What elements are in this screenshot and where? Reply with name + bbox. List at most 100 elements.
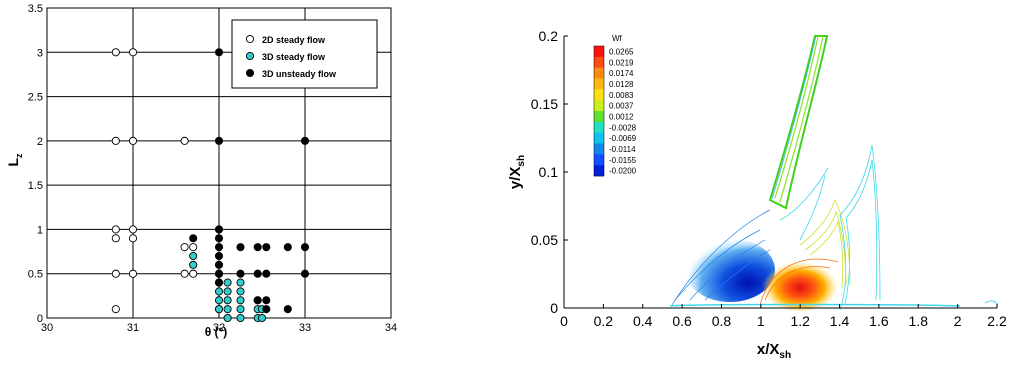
data-point-3d-unsteady-flow [262, 296, 271, 305]
colorbar-level-label: 0.0128 [609, 80, 634, 89]
shock-beam-edge [771, 35, 817, 200]
legend-marker [245, 34, 255, 44]
data-point-2d-steady-flow [111, 136, 120, 145]
data-point-2d-steady-flow [128, 48, 138, 57]
colorbar-legend: Wf 0.0265 0.0219 0.0174 0.0128 0.0083 0.00370… [593, 34, 637, 177]
data-point-3d-unsteady-flow [262, 269, 271, 278]
colorbar-level-label: -0.0069 [609, 134, 637, 143]
data-point-2d-steady-flow [111, 225, 120, 234]
right-x-axis-label-sub: sh [779, 350, 791, 361]
shock-beam-inner [774, 35, 824, 203]
data-point-3d-unsteady-flow [214, 234, 224, 243]
left-y-tick-label: 2 [37, 136, 43, 148]
data-point-3d-unsteady-flow [283, 243, 292, 252]
colorbar-frame [593, 45, 605, 177]
data-point-3d-unsteady-flow [214, 48, 224, 57]
data-point-3d-steady-flow [223, 278, 232, 287]
yellow-contours [799, 198, 851, 289]
data-point-3d-steady-flow [236, 305, 245, 314]
data-point-3d-steady-flow [223, 305, 232, 314]
data-point-3d-unsteady-flow [214, 251, 224, 261]
left-x-tick-label: 34 [385, 322, 397, 334]
right-y-tick-label: 0.1 [539, 164, 559, 180]
left-y-tick-label: 3.5 [28, 3, 43, 15]
right-y-axis-label-main: y/X [507, 167, 524, 190]
blue-contours [671, 209, 771, 306]
right-y-tick-label: 0 [550, 300, 558, 316]
blue-separation-region [685, 238, 775, 302]
data-point-3d-unsteady-flow [214, 136, 224, 145]
colorbar-swatch [594, 154, 604, 166]
left-x-tick-label: 30 [41, 322, 53, 334]
right-x-tick-label: 2 [954, 313, 962, 329]
data-point-3d-unsteady-flow [253, 243, 262, 252]
data-point-3d-unsteady-flow [189, 234, 198, 243]
left-x-tick-label: 32 [213, 322, 225, 334]
right-x-tick-label: 0.2 [594, 313, 614, 329]
colorbar-level-label: 0.0265 [609, 47, 634, 56]
colorbar-swatch [594, 111, 604, 123]
left-x-ticks: 30 31 32 33 34 [41, 322, 397, 334]
contour-field [669, 35, 999, 311]
data-point-2d-steady-flow [189, 269, 198, 278]
cyan-contours [779, 144, 881, 311]
right-x-axis-label: x/Xsh [757, 341, 791, 361]
left-y-tick-label: 3 [37, 47, 43, 59]
data-point-2d-steady-flow [111, 48, 120, 57]
left-y-tick-label: 0 [37, 313, 43, 325]
colorbar-level-label: -0.0114 [609, 145, 636, 154]
right-x-tick-label: 1.8 [909, 313, 929, 329]
data-point-3d-unsteady-flow [262, 305, 271, 314]
data-point-3d-unsteady-flow [253, 296, 262, 305]
data-point-3d-steady-flow [189, 251, 198, 261]
colorbar-level-label: 0.0219 [609, 58, 634, 67]
red-reattachment-region [762, 259, 838, 311]
right-x-tick-label: 1.2 [790, 313, 810, 329]
colorbar-swatch [594, 56, 604, 68]
colorbar-level-label: 0.0083 [609, 91, 634, 100]
left-x-tick-label: 33 [299, 322, 311, 334]
svg-text:x/Xsh: x/Xsh [757, 341, 791, 361]
data-point-3d-unsteady-flow [300, 136, 310, 145]
colorbar-swatch [594, 100, 604, 112]
left-data-points [111, 48, 310, 323]
right-x-ticks: 0 0.2 0.4 0.6 0.8 1 1.2 1.4 1.6 1.8 2 2.2 [560, 304, 1007, 329]
colorbar-swatch [594, 46, 604, 58]
data-point-3d-steady-flow [236, 278, 245, 287]
data-point-3d-unsteady-flow [236, 243, 245, 252]
svg-text:y/Xsh: y/Xsh [507, 155, 527, 189]
colorbar-swatch [594, 67, 604, 79]
data-point-3d-steady-flow [223, 287, 232, 296]
left-y-tick-label: 0.5 [28, 269, 43, 281]
data-point-2d-steady-flow [180, 136, 189, 145]
left-x-tick-label: 31 [127, 322, 139, 334]
colorbar-swatch [594, 78, 604, 90]
data-point-3d-unsteady-flow [214, 260, 224, 269]
right-x-tick-label: 2.2 [987, 313, 1007, 329]
data-point-3d-unsteady-flow [236, 269, 245, 278]
left-x-axis-label: θ (°) [205, 325, 228, 339]
data-point-2d-steady-flow [128, 225, 138, 234]
colorbar-swatch [594, 89, 604, 101]
left-y-ticks: 0 0.5 1 1.5 2 2.5 3 3.5 [28, 3, 43, 325]
right-x-tick-label: 1.6 [869, 313, 889, 329]
left-y-axis-label-main: L [5, 158, 21, 167]
data-point-3d-steady-flow [236, 313, 245, 323]
data-point-2d-steady-flow [128, 234, 138, 243]
colorbar-level-label: 0.0012 [609, 112, 634, 121]
orange-contours [759, 258, 839, 306]
data-point-2d-steady-flow [111, 234, 120, 243]
legend-marker [245, 68, 255, 78]
left-y-axis-label-sub: z [14, 153, 24, 158]
data-point-2d-steady-flow [180, 269, 189, 278]
colorbar-swatch [594, 143, 604, 155]
left-y-axis-label: Lz [5, 153, 24, 167]
right-y-tick-label: 0.2 [539, 28, 559, 44]
data-point-3d-unsteady-flow [214, 269, 224, 278]
legend-label: 3D unsteady flow [262, 69, 337, 79]
colorbar-swatch [594, 132, 604, 144]
data-point-2d-steady-flow [180, 243, 189, 252]
data-point-2d-steady-flow [111, 305, 120, 314]
